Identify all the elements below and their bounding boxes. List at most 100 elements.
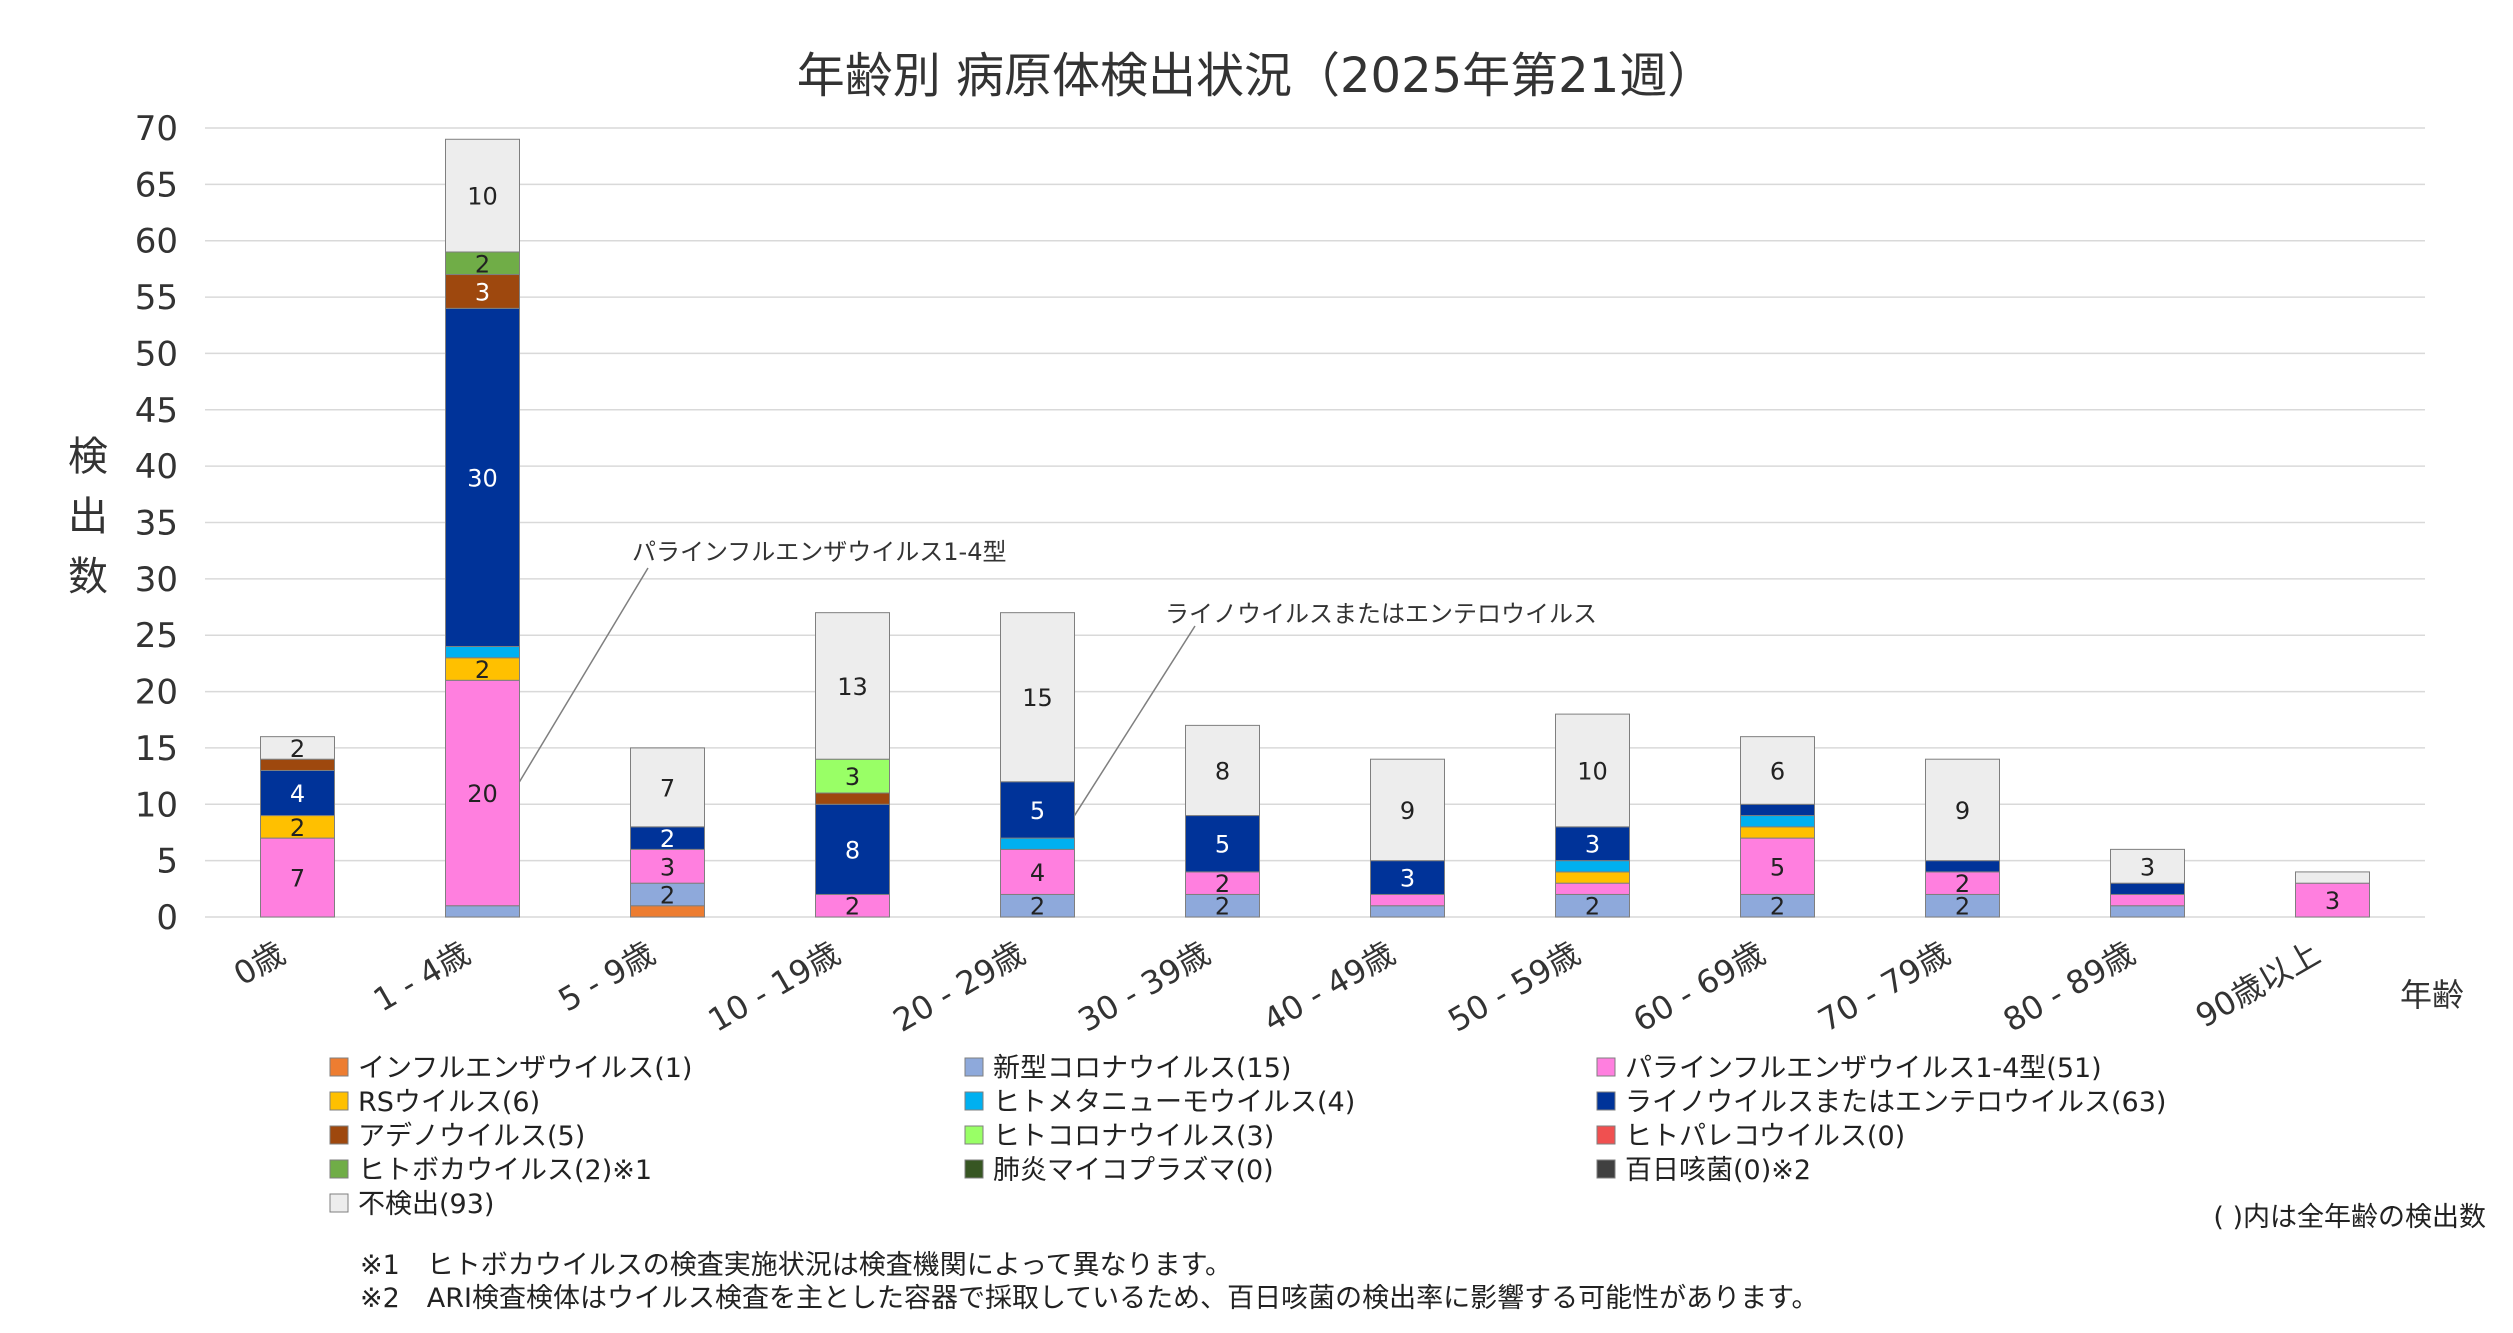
data-label: 9 — [1400, 797, 1415, 825]
data-label: 5 — [1770, 853, 1785, 881]
y-axis-label-char: 検 — [68, 434, 108, 480]
bar-segment — [1740, 736, 1815, 805]
bar-segment — [1370, 905, 1445, 918]
legend-swatch — [1596, 1091, 1616, 1111]
x-tick-label: 50 - 59歳 — [1442, 934, 1587, 1040]
legend-swatch — [329, 1193, 349, 1213]
legend-swatch — [329, 1091, 349, 1111]
y-tick-label: 25 — [135, 616, 178, 656]
y-tick-label: 30 — [135, 560, 178, 600]
y-tick-label: 50 — [135, 334, 178, 374]
bar-segment — [2295, 882, 2370, 918]
data-label: 2 — [660, 825, 675, 853]
y-axis-label: 検出数 — [68, 434, 108, 600]
gridlines — [205, 127, 2425, 918]
data-label: 10 — [1577, 757, 1608, 785]
y-tick-label: 70 — [135, 109, 178, 149]
data-label: 9 — [1955, 797, 1970, 825]
bar-segment — [2110, 882, 2185, 895]
y-tick-label: 0 — [156, 898, 178, 938]
bar-segment — [2110, 905, 2185, 918]
legend-swatch — [964, 1159, 984, 1179]
data-label: 8 — [845, 836, 860, 864]
data-label: 2 — [1770, 893, 1785, 921]
bar-segment — [1000, 837, 1075, 850]
x-axis-ticks: 0歳 1 - 4歳 5 - 9歳 10 - 19歳 20 - 29歳 30 - 39歳 40… — [227, 934, 2326, 1040]
x-axis-label: 年齢 — [2400, 976, 2464, 1014]
legend-swatch — [1596, 1159, 1616, 1179]
data-label: 2 — [845, 893, 860, 921]
bar-segment — [1000, 781, 1075, 839]
bar-segment — [1555, 826, 1630, 862]
legend-swatch — [1596, 1125, 1616, 1145]
bar-segment — [445, 307, 520, 647]
data-label: 4 — [1030, 859, 1045, 887]
legend-label: ヒトボカウイルス(2)※1 — [358, 1155, 652, 1186]
x-tick-label: 60 - 69歳 — [1627, 934, 1772, 1040]
data-label: 4 — [290, 780, 305, 808]
bar-segment — [2110, 848, 2185, 884]
bar-segment — [1185, 815, 1260, 873]
data-label: 2 — [475, 656, 490, 684]
bar-segment — [1555, 860, 1630, 873]
legend-swatch — [329, 1057, 349, 1077]
data-labels: 7242202303210232728313245152258392310256… — [290, 183, 2340, 921]
legend-label: パラインフルエンザウイルス1-4型(51) — [1625, 1053, 2102, 1084]
y-tick-label: 60 — [135, 222, 178, 262]
bar-segment — [630, 747, 705, 828]
bar-segment — [1185, 724, 1260, 817]
legend-swatch — [329, 1159, 349, 1179]
bar-segment — [260, 736, 335, 760]
data-label: 2 — [1955, 870, 1970, 898]
bar-segment — [1925, 758, 2000, 862]
bar-segment — [1740, 815, 1815, 828]
legend-swatch — [329, 1125, 349, 1145]
bar-segment — [815, 792, 890, 805]
x-tick-label: 70 - 79歳 — [1812, 934, 1957, 1040]
bar-segment — [1555, 713, 1630, 828]
y-axis-label-char: 数 — [68, 554, 108, 600]
x-tick-label: 0歳 — [227, 934, 291, 993]
legend-swatch — [964, 1091, 984, 1111]
x-tick-label: 10 - 19歳 — [702, 934, 847, 1040]
legend-swatch — [964, 1057, 984, 1077]
data-label: 15 — [1022, 684, 1053, 712]
legend-label: ヒトメタニューモウイルス(4) — [993, 1087, 1355, 1118]
data-label: 3 — [845, 763, 860, 791]
legend-swatch — [964, 1125, 984, 1145]
bar-segment — [1740, 826, 1815, 839]
data-label: 30 — [467, 464, 498, 492]
x-tick-label: 20 - 29歳 — [887, 934, 1032, 1040]
callout-label: ライノウイルスまたはエンテロウイルス — [1165, 600, 1597, 628]
y-tick-label: 5 — [156, 842, 178, 882]
bar-segment — [815, 758, 890, 794]
bar-segment — [1370, 758, 1445, 862]
bar-segment — [1000, 848, 1075, 895]
data-label: 6 — [1770, 757, 1785, 785]
data-label: 10 — [467, 183, 498, 211]
data-label: 3 — [2140, 853, 2155, 881]
y-tick-label: 15 — [135, 729, 178, 769]
y-tick-label: 65 — [135, 165, 178, 205]
data-label: 2 — [1955, 893, 1970, 921]
data-label: 2 — [475, 250, 490, 278]
data-label: 3 — [1400, 865, 1415, 893]
callout-label: パラインフルエンザウイルス1-4型 — [632, 538, 1006, 566]
legend: インフルエンザウイルス(1) 新型コロナウイルス(15) パラインフルエンザウイルス… — [329, 1053, 2166, 1220]
x-tick-label: 30 - 39歳 — [1072, 934, 1217, 1040]
legend-label: 百日咳菌(0)※2 — [1625, 1155, 1811, 1186]
y-tick-label: 20 — [135, 673, 178, 713]
callout-line — [518, 567, 649, 783]
data-label: 5 — [1030, 797, 1045, 825]
bar-segment — [2110, 893, 2185, 907]
bar-segment — [1740, 837, 1815, 895]
data-label: 2 — [1215, 893, 1230, 921]
data-label: 2 — [1585, 893, 1600, 921]
legend-label: ヒトパレコウイルス(0) — [1625, 1121, 1905, 1152]
bar-segment — [445, 138, 520, 253]
x-tick-label: 5 - 9歳 — [552, 934, 662, 1019]
x-tick-label: 90歳以上 — [2189, 934, 2326, 1035]
bar-segment — [260, 837, 335, 918]
legend-note: ( )内は全年齢の検出数 — [2213, 1202, 2486, 1233]
